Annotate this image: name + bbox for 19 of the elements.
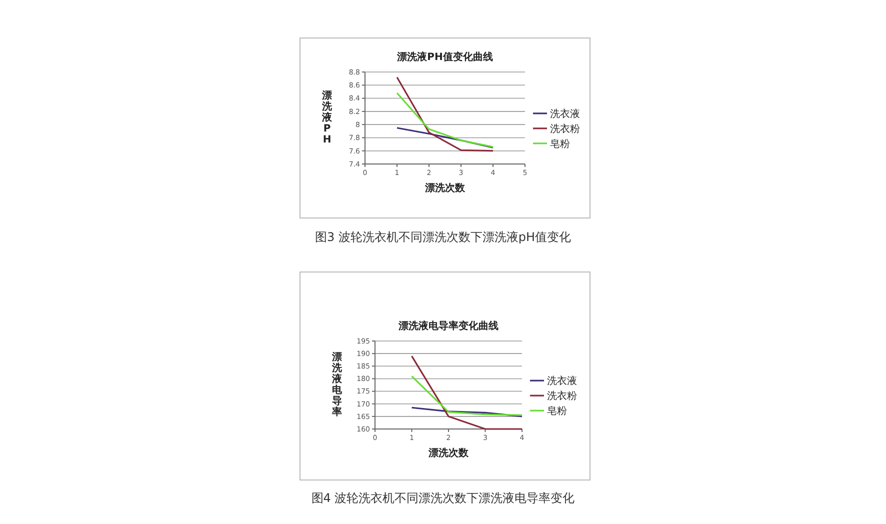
- legend-label: 皂粉: [550, 138, 570, 150]
- line-series: [410, 406, 523, 418]
- line-series: [410, 375, 523, 416]
- y-axis-title: 漂洗液PH: [321, 90, 333, 146]
- legend-label: 皂粉: [547, 405, 567, 418]
- caption: 图3 波轮洗衣机不同漂洗次数下漂洗液pH值变化: [314, 230, 572, 244]
- x-axis-title: 漂洗次数: [428, 447, 470, 459]
- line-series: [396, 92, 494, 148]
- legend-label: 洗衣粉: [547, 390, 577, 402]
- chart-title: 漂洗液电导率变化曲线: [398, 320, 498, 332]
- y-axis-title: 漂洗液电导率: [331, 351, 343, 418]
- legend-label: 洗衣液: [550, 108, 580, 120]
- caption: 图4 波轮洗衣机不同漂洗次数下漂洗液电导率变化: [311, 491, 575, 505]
- x-axis-title: 漂洗次数: [424, 182, 466, 194]
- line-series: [396, 76, 494, 152]
- line-series: [396, 127, 494, 148]
- legend-label: 洗衣粉: [550, 122, 580, 135]
- legend-label: 洗衣液: [547, 375, 577, 388]
- chart-title: 漂洗液PH值变化曲线: [396, 51, 493, 63]
